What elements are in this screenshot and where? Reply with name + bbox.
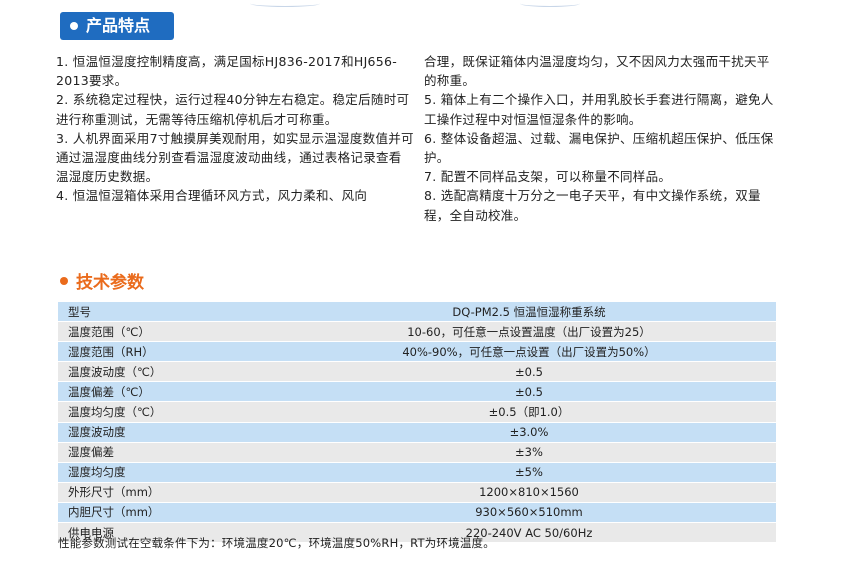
bullet-dot-icon [60,277,68,285]
spec-name: 湿度均匀度 [58,462,282,483]
table-row: 供电电源 220-240V AC 50/60Hz [58,522,776,544]
top-decoration [520,0,580,7]
spec-name: 温度范围（℃） [58,321,282,343]
spec-table: 型号 DQ-PM2.5 恒温恒湿称重系统 温度范围（℃） 10-60，可任意一点… [58,302,776,544]
spec-name: 供电电源 [58,522,282,544]
spec-value: 1200×810×1560 [282,482,776,503]
feature-item: 6. 整体设备超温、过载、漏电保护、压缩机超压保护、低压保护。 [424,130,774,166]
spec-value: DQ-PM2.5 恒温恒湿称重系统 [282,302,776,323]
spec-name: 湿度范围（RH） [58,341,282,363]
feature-item: 4. 恒温恒湿箱体采用合理循环风方式，风力柔和、风向 [56,188,368,204]
spec-name: 外形尺寸（mm） [58,482,282,503]
table-row: 温度偏差（℃） ±0.5 [58,381,776,403]
spec-name: 型号 [58,302,282,323]
bullet-dot-icon [70,22,78,30]
spec-name: 温度均匀度（℃） [58,401,282,423]
spec-value: 40%-90%，可任意一点设置（出厂设置为50%） [282,341,776,363]
tech-section-header: 技术参数 [60,268,144,293]
spec-value: 220-240V AC 50/60Hz [282,522,776,544]
spec-footnote: 性能参数测试在空载条件下为：环境温度20℃，环境温度50%RH，RT为环境温度。 [58,536,495,550]
feature-item: 8. 选配高精度十万分之一电子天平，有中文操作系统，双量程，全自动校准。 [424,188,761,223]
feature-item: 合理，既保证箱体内温湿度均匀，又不因风力太强而干扰天平的称重。 [424,54,770,89]
spec-name: 湿度偏差 [58,442,282,463]
spec-value: ±3% [282,442,776,463]
spec-name: 温度波动度（℃） [58,361,282,383]
table-row: 湿度均匀度 ±5% [58,462,776,483]
spec-value: 930×560×510mm [282,502,776,524]
feature-item: 5. 箱体上有二个操作入口，并用乳胶长手套进行隔离，避免人工操作过程中对恒温恒湿… [424,92,774,127]
table-row: 温度范围（℃） 10-60，可任意一点设置温度（出厂设置为25） [58,321,776,343]
table-row: 湿度波动度 ±3.0% [58,422,776,443]
spec-value: 10-60，可任意一点设置温度（出厂设置为25） [282,321,776,343]
table-row: 湿度偏差 ±3% [58,442,776,463]
spec-name: 湿度波动度 [58,422,282,443]
features-left-column: 1. 恒温恒湿度控制精度高，满足国标HJ836-2017和HJ656-2013要… [56,52,414,206]
table-row: 温度均匀度（℃） ±0.5（即1.0） [58,401,776,423]
spec-value: ±5% [282,462,776,483]
features-title: 产品特点 [86,16,151,35]
spec-name: 温度偏差（℃） [58,381,282,403]
spec-value: ±3.0% [282,422,776,443]
table-row: 湿度范围（RH） 40%-90%，可任意一点设置（出厂设置为50%） [58,341,776,363]
spec-value: ±0.5（即1.0） [282,401,776,423]
features-right-column: 合理，既保证箱体内温湿度均匀，又不因风力太强而干扰天平的称重。 5. 箱体上有二… [424,52,782,225]
table-row: 型号 DQ-PM2.5 恒温恒湿称重系统 [58,302,776,323]
spec-name: 内胆尺寸（mm） [58,502,282,524]
feature-item: 3. 人机界面采用7寸触摸屏美观耐用，如实显示温湿度数值并可通过温湿度曲线分别查… [56,130,414,185]
tech-title: 技术参数 [76,273,144,293]
feature-item: 1. 恒温恒湿度控制精度高，满足国标HJ836-2017和HJ656-2013要… [56,54,398,89]
table-row: 外形尺寸（mm） 1200×810×1560 [58,482,776,503]
top-decoration [250,0,320,7]
feature-item: 2. 系统稳定过程快，运行过程40分钟左右稳定。稳定后随时可进行称重测试，无需等… [56,92,410,127]
spec-value: ±0.5 [282,361,776,383]
table-row: 温度波动度（℃） ±0.5 [58,361,776,383]
table-row: 内胆尺寸（mm） 930×560×510mm [58,502,776,524]
spec-value: ±0.5 [282,381,776,403]
features-section-header: 产品特点 [60,12,174,40]
feature-item: 7. 配置不同样品支架，可以称量不同样品。 [424,169,672,185]
